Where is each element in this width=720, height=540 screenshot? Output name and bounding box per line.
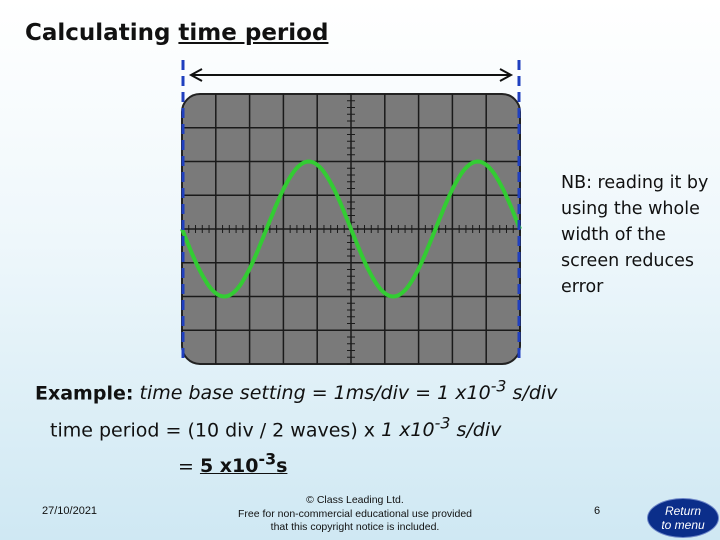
title-underlined: time period [178,20,329,46]
copyright-line-1: © Class Leading Ltd. [306,494,404,506]
example-line2-unit: s/div [450,419,502,442]
example-label: Example: [35,382,134,405]
example-line1-exp: -3 [490,377,507,396]
example-line1-unit: s/div [506,382,558,405]
copyright-line-3: that this copyright notice is included. [270,521,440,533]
return-to-menu-button[interactable]: Return to menu [647,498,719,538]
example-line-1: Example: time base setting = 1ms/div = 1… [35,377,557,404]
copyright-line-2: Free for non-commercial educational use … [237,507,473,520]
answer: 5 x10-3s [199,450,288,478]
example-line3-text: = [178,455,200,478]
slide-title: Calculating time period [25,20,328,46]
menu-button-line-2: to menu [661,518,705,532]
example-line2-exp: -3 [434,414,451,433]
title-prefix: Calculating [25,20,179,46]
width-arrow-left-head [188,68,203,82]
menu-button-line-1: Return [664,504,701,518]
width-arrow-right-head [499,68,514,82]
note-text: NB: reading it by using the whole width … [561,173,709,297]
example-line-2: time period = (10 div / 2 waves) x 1 x10… [50,414,501,441]
page-number: 6 [594,505,601,517]
sine-waveform [180,159,522,299]
footer-copyright: © Class Leading Ltd. Free for non-commer… [225,494,485,535]
example-line1-text: time base setting = 1ms/div = 1 x10 [133,382,491,405]
example-line2-text: time period = (10 div / 2 waves) x [50,419,382,442]
footer-date: 27/10/2021 [42,505,98,517]
example-line2-ital: 1 x10 [381,419,435,442]
example-line-3: = 5 x10-3s [178,450,287,477]
